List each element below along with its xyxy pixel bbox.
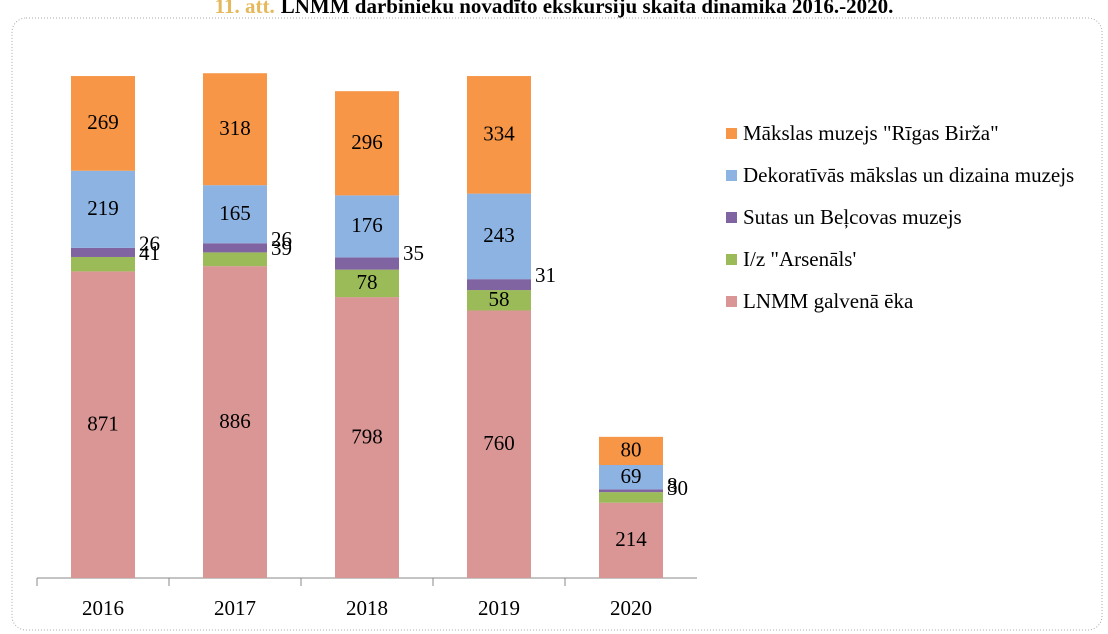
chart-title: 11. att. LNMM darbinieku novadīto ekskurs… xyxy=(215,0,894,18)
data-label: 296 xyxy=(351,130,383,154)
bar-segment xyxy=(599,465,663,490)
legend-label: Mākslas muzejs "Rīgas Birža" xyxy=(743,121,999,145)
bar-segment xyxy=(599,502,663,578)
data-label: 69 xyxy=(621,464,642,488)
bar-segment xyxy=(467,279,531,291)
data-label: 334 xyxy=(483,122,515,146)
data-label: 165 xyxy=(219,201,251,225)
bar-segment xyxy=(599,436,663,466)
bar-segment xyxy=(203,243,267,253)
bar-segment xyxy=(71,170,135,248)
data-label: 219 xyxy=(87,196,119,220)
data-label: 58 xyxy=(489,287,510,311)
bar-segment xyxy=(467,290,531,311)
x-tick-label: 2017 xyxy=(214,596,256,620)
bar-segment xyxy=(599,489,663,493)
data-label: 80 xyxy=(621,438,642,462)
data-label: 318 xyxy=(219,116,251,140)
data-label: 30 xyxy=(667,476,688,500)
legend: Mākslas muzejs "Rīgas Birža" Dekoratīvās … xyxy=(726,118,1096,328)
legend-item: Mākslas muzejs "Rīgas Birža" xyxy=(726,118,1096,148)
bar-segment xyxy=(71,271,135,578)
x-tick-label: 2019 xyxy=(478,596,520,620)
data-label: 798 xyxy=(351,424,383,448)
legend-label: Sutas un Beļcovas muzejs xyxy=(743,205,962,229)
data-label: 8 xyxy=(667,473,678,497)
data-label: 31 xyxy=(535,263,556,287)
data-label: 39 xyxy=(271,236,292,260)
x-tick-label: 2018 xyxy=(346,596,388,620)
bar-segment xyxy=(467,193,531,280)
x-tick-label: 2020 xyxy=(610,596,652,620)
bar-segment xyxy=(203,266,267,578)
bar-segment xyxy=(335,269,399,298)
chart-border xyxy=(11,17,1103,631)
data-label: 41 xyxy=(139,241,160,265)
data-label: 26 xyxy=(271,227,292,251)
data-label: 35 xyxy=(403,241,424,265)
bar-segment xyxy=(203,185,267,244)
x-tick-label: 2016 xyxy=(82,596,124,620)
legend-item: LNMM galvenā ēka xyxy=(726,286,1096,316)
legend-swatch xyxy=(726,170,737,181)
data-label: 78 xyxy=(357,270,378,294)
bar-segment xyxy=(71,76,135,171)
legend-swatch xyxy=(726,212,737,223)
figure-label: 11. att. xyxy=(215,0,275,18)
bar-segment xyxy=(599,492,663,503)
data-label: 886 xyxy=(219,409,251,433)
legend-item: Sutas un Beļcovas muzejs xyxy=(726,202,1096,232)
data-label: 871 xyxy=(87,412,119,436)
bar-segment xyxy=(467,76,531,194)
legend-swatch xyxy=(726,296,737,307)
legend-label: Dekoratīvās mākslas un dizaina muzejs xyxy=(743,163,1075,187)
bar-segment xyxy=(203,252,267,267)
bar-segment xyxy=(71,256,135,272)
legend-swatch xyxy=(726,128,737,139)
legend-label: LNMM galvenā ēka xyxy=(743,289,914,313)
bar-segment xyxy=(71,247,135,257)
data-label: 176 xyxy=(351,213,383,237)
data-label: 269 xyxy=(87,110,119,134)
bar-segment xyxy=(335,195,399,258)
legend-swatch xyxy=(726,254,737,265)
legend-label: I/z "Arsenāls' xyxy=(743,247,857,271)
data-label: 214 xyxy=(615,527,647,551)
legend-item: I/z "Arsenāls' xyxy=(726,244,1096,274)
data-label: 26 xyxy=(139,232,160,256)
title-text: LNMM darbinieku novadīto ekskursiju skai… xyxy=(281,0,894,18)
bar-segment xyxy=(335,91,399,196)
bar-segment xyxy=(203,73,267,186)
data-label: 243 xyxy=(483,223,515,247)
bar-segment xyxy=(467,310,531,578)
bar-segment xyxy=(335,297,399,578)
legend-item: Dekoratīvās mākslas un dizaina muzejs xyxy=(726,160,1096,190)
bar-segment xyxy=(335,257,399,270)
data-label: 760 xyxy=(483,431,515,455)
